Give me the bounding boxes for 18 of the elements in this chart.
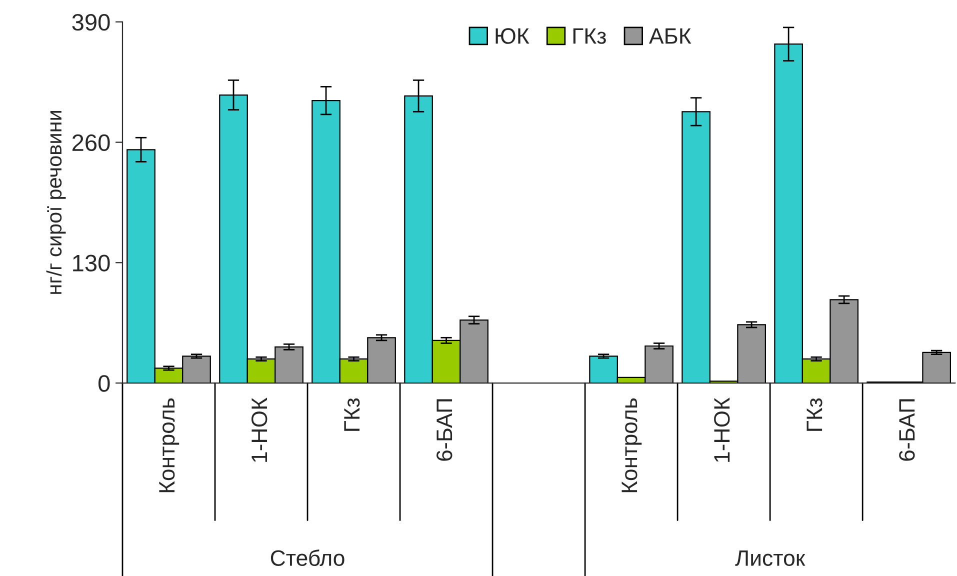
x-tick-label: 6-БАП — [436, 399, 452, 461]
text: Стебло — [270, 549, 344, 566]
legend-label: ЮК — [496, 28, 530, 44]
x-tick-label: 1-НОК — [714, 398, 730, 462]
legend-label: АБК — [649, 28, 692, 44]
x-tick-label: 1-НОК — [251, 398, 268, 462]
y-tick-label: 130 — [73, 254, 110, 272]
y-tick-label: 390 — [72, 14, 110, 31]
legend-label: ГКз — [573, 28, 606, 44]
x-tick-label: ГКз — [806, 398, 822, 431]
y-tick-label: 0 — [98, 375, 110, 392]
x-tick-label: 6-БАП — [899, 399, 915, 461]
text: Листок — [735, 550, 806, 566]
y-tick-label: 260 — [72, 134, 110, 152]
x-tick-label: Контроль — [622, 398, 642, 492]
x-tick-label: ГКз — [344, 398, 360, 431]
y-axis-title: нг/г сирої речовини — [46, 110, 66, 294]
x-tick-label: Контроль — [159, 398, 180, 492]
